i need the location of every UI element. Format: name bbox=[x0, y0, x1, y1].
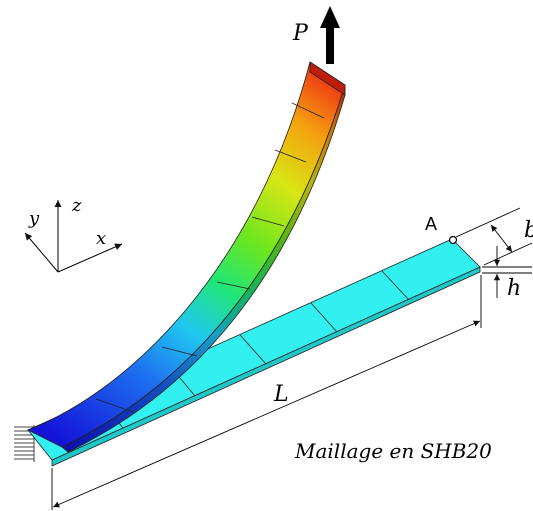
deformed-beam-tip bbox=[309, 61, 346, 96]
width-dimension bbox=[455, 207, 533, 266]
length-label: L bbox=[273, 382, 289, 407]
length-dimension bbox=[51, 275, 482, 510]
width-label: b bbox=[524, 218, 533, 243]
mesh-caption: Maillage en SHB20 bbox=[294, 439, 492, 463]
thickness-dimension bbox=[482, 246, 532, 298]
fixed-support bbox=[14, 425, 35, 462]
axis-y-label: y bbox=[28, 208, 40, 229]
point-a-marker bbox=[448, 235, 458, 245]
axis-x-label: x bbox=[96, 228, 106, 249]
thickness-label: h bbox=[507, 276, 521, 301]
load-arrow bbox=[320, 6, 340, 64]
coordinate-axes bbox=[24, 200, 123, 273]
undeformed-beam-side bbox=[51, 266, 481, 467]
load-label: P bbox=[292, 21, 309, 46]
point-a-label: A bbox=[425, 214, 437, 234]
axis-z-label: z bbox=[71, 195, 82, 216]
